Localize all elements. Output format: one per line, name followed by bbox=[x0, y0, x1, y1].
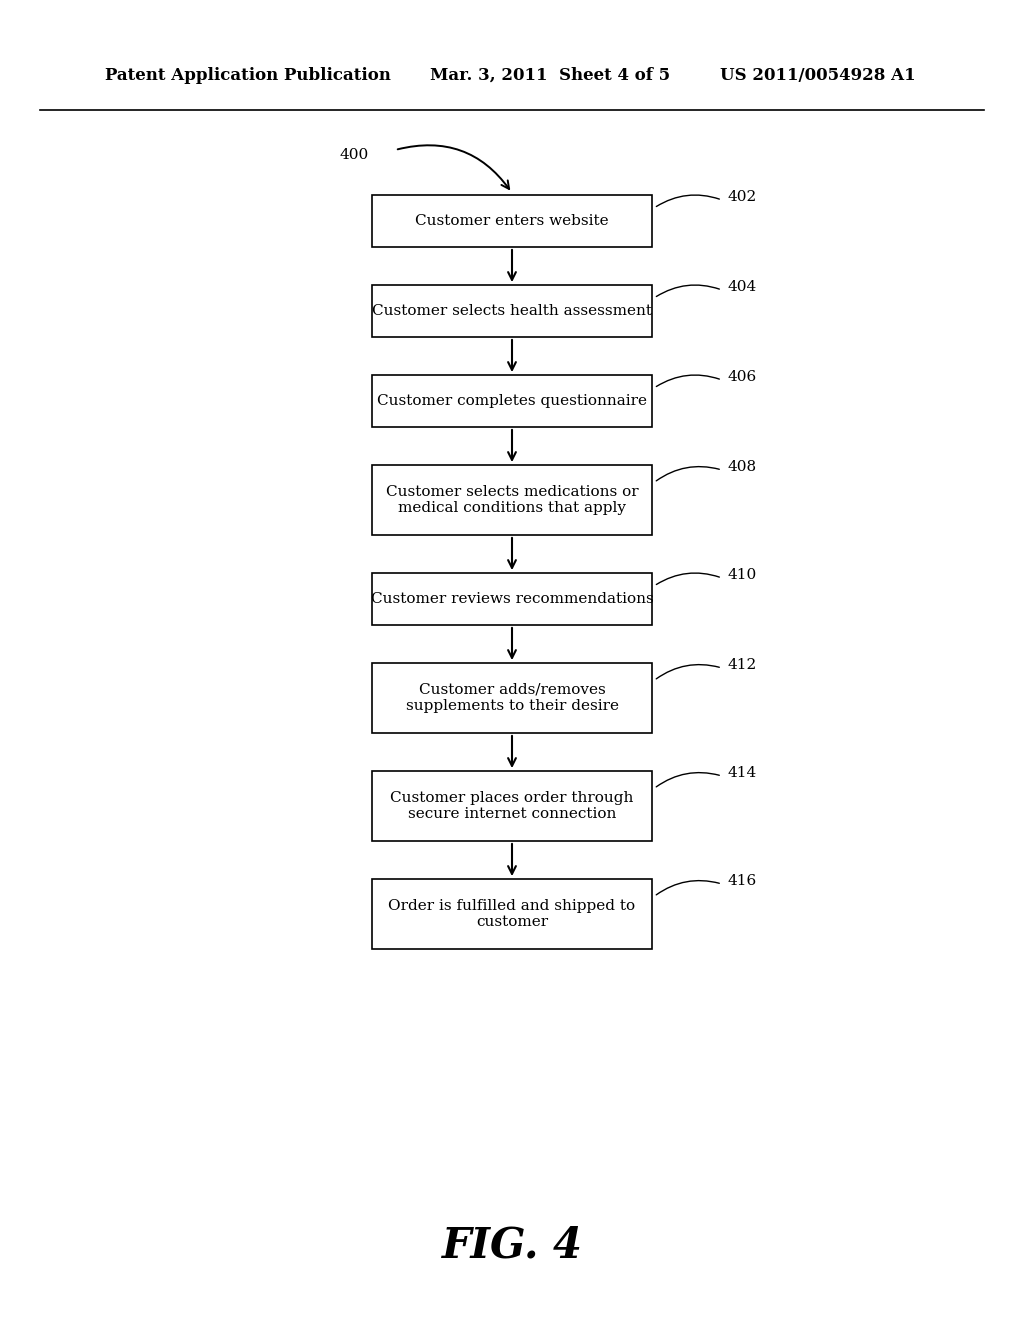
Text: FIG. 4: FIG. 4 bbox=[441, 1224, 583, 1266]
Text: 416: 416 bbox=[727, 874, 757, 888]
Text: 410: 410 bbox=[727, 568, 757, 582]
Bar bbox=[372, 771, 652, 841]
Text: 412: 412 bbox=[727, 657, 757, 672]
Text: Mar. 3, 2011  Sheet 4 of 5: Mar. 3, 2011 Sheet 4 of 5 bbox=[430, 66, 670, 83]
Text: 408: 408 bbox=[727, 459, 756, 474]
Bar bbox=[372, 879, 652, 949]
Text: 404: 404 bbox=[727, 280, 757, 294]
Bar bbox=[372, 663, 652, 733]
Bar bbox=[372, 375, 652, 426]
Text: Customer selects medications or
medical conditions that apply: Customer selects medications or medical … bbox=[386, 484, 638, 515]
Bar bbox=[372, 573, 652, 624]
Text: 400: 400 bbox=[340, 148, 370, 162]
Text: Customer places order through
secure internet connection: Customer places order through secure int… bbox=[390, 791, 634, 821]
Text: Patent Application Publication: Patent Application Publication bbox=[105, 66, 391, 83]
Text: Customer reviews recommendations: Customer reviews recommendations bbox=[371, 591, 653, 606]
FancyArrowPatch shape bbox=[656, 375, 720, 387]
FancyArrowPatch shape bbox=[656, 772, 719, 787]
Text: Customer enters website: Customer enters website bbox=[415, 214, 609, 228]
Bar bbox=[372, 285, 652, 337]
FancyArrowPatch shape bbox=[656, 195, 720, 206]
Text: 406: 406 bbox=[727, 370, 757, 384]
FancyArrowPatch shape bbox=[397, 145, 509, 189]
FancyArrowPatch shape bbox=[656, 285, 720, 297]
Text: 414: 414 bbox=[727, 766, 757, 780]
Text: Order is fulfilled and shipped to
customer: Order is fulfilled and shipped to custom… bbox=[388, 899, 636, 929]
Bar bbox=[372, 195, 652, 247]
FancyArrowPatch shape bbox=[656, 664, 719, 678]
Text: Customer completes questionnaire: Customer completes questionnaire bbox=[377, 393, 647, 408]
FancyArrowPatch shape bbox=[656, 573, 720, 585]
Text: Customer adds/removes
supplements to their desire: Customer adds/removes supplements to the… bbox=[406, 682, 618, 713]
FancyArrowPatch shape bbox=[656, 880, 719, 895]
Bar bbox=[372, 465, 652, 535]
Text: Customer selects health assessment: Customer selects health assessment bbox=[372, 304, 652, 318]
Text: US 2011/0054928 A1: US 2011/0054928 A1 bbox=[720, 66, 915, 83]
Text: 402: 402 bbox=[727, 190, 757, 205]
FancyArrowPatch shape bbox=[656, 466, 719, 480]
